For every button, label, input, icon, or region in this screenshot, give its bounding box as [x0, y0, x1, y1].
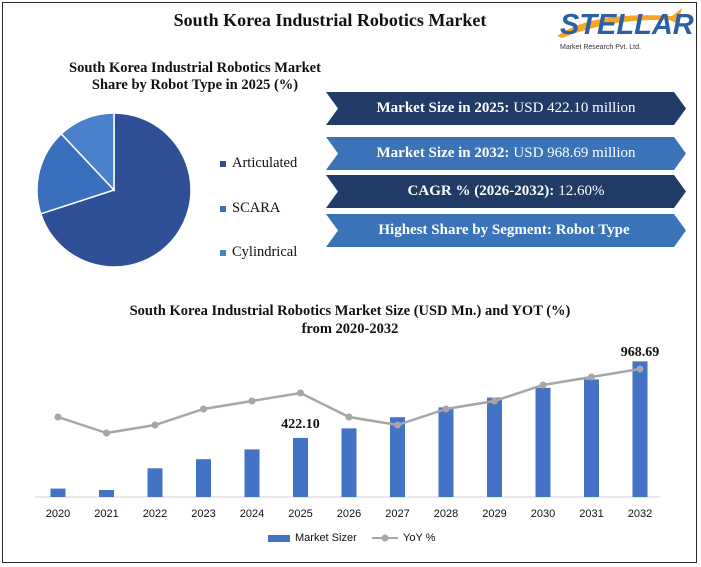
- yoy-point: [636, 365, 644, 373]
- bar-2020: [50, 488, 66, 497]
- pie-legend-swatch: [220, 205, 226, 212]
- page-title: South Korea Industrial Robotics Market: [173, 10, 487, 30]
- pie-legend-label: Articulated: [232, 155, 298, 171]
- x-tick-label: 2025: [288, 508, 312, 520]
- yoy-point: [248, 397, 256, 405]
- bar-2030: [535, 387, 551, 497]
- legend-market-size: Market Sizer: [268, 532, 357, 544]
- callout-2025: 422.10: [281, 417, 320, 432]
- pie-title: South Korea Industrial Robotics Market S…: [69, 60, 321, 93]
- x-tick-label: 2026: [337, 508, 361, 520]
- company-logo: STELLAR Market Research Pvt. Ltd.: [552, 6, 694, 56]
- pie-legend-swatch: [220, 249, 226, 256]
- bar-2024: [244, 449, 260, 497]
- logo-name: STELLAR: [560, 9, 694, 41]
- yoy-point: [588, 373, 595, 381]
- banner-value: 12.60%: [558, 183, 605, 199]
- x-tick-label: 2032: [628, 508, 652, 520]
- bar-2032: [632, 361, 648, 497]
- banner-market-size-2025: Market Size in 2025: USD 422.10 million: [326, 92, 686, 125]
- bar-2028: [438, 407, 454, 497]
- yoy-point: [394, 421, 401, 429]
- legend-yoy: YoY %: [372, 532, 435, 544]
- pie-slice-cylindrical: [60, 112, 115, 192]
- x-tick-label: 2024: [240, 508, 264, 520]
- pie-legend-item: Cylindrical: [220, 244, 297, 261]
- banner-shape: [326, 175, 686, 208]
- banner-shape: [326, 137, 686, 170]
- pie-slice-articulated: [39, 112, 192, 268]
- logo-subtitle: Market Research Pvt. Ltd.: [560, 44, 641, 51]
- banner-market-size-2032: Market Size in 2032: USD 968.69 million: [326, 137, 686, 170]
- banner-shape: [326, 92, 686, 125]
- yoy-point: [539, 381, 547, 389]
- x-tick-label: 2023: [191, 508, 215, 520]
- bar-chart-title-line2: from 2020-2032: [301, 321, 399, 337]
- x-tick-label: 2027: [385, 508, 409, 520]
- yoy-point: [54, 413, 62, 421]
- bar-2022: [147, 468, 163, 497]
- pie-slice-scara: [36, 132, 116, 215]
- yoy-point: [297, 389, 304, 397]
- legend-line-label: YoY %: [403, 532, 436, 544]
- bar-2021: [99, 490, 114, 497]
- legend-bar-swatch: [268, 534, 290, 542]
- legend-bar-label: Market Sizer: [295, 532, 357, 544]
- x-tick-label: 2021: [94, 508, 118, 520]
- bar-2027: [390, 417, 405, 497]
- yoy-point: [103, 429, 110, 437]
- x-tick-label: 2031: [579, 508, 603, 520]
- bar-2026: [341, 428, 357, 497]
- bar-chart-title-line1: South Korea Industrial Robotics Market S…: [129, 303, 571, 319]
- banner-label: CAGR % (2026-2032):: [407, 183, 555, 199]
- x-tick-label: 2020: [46, 508, 70, 520]
- x-tick-label: 2022: [143, 508, 167, 520]
- banner-value: USD 422.10 million: [513, 100, 636, 116]
- banner-label: Market Size in 2032:: [376, 145, 510, 161]
- pie-legend-swatch: [220, 160, 226, 167]
- pie-legend-label: SCARA: [232, 200, 281, 216]
- yoy-point: [345, 413, 353, 421]
- x-tick-label: 2028: [434, 508, 458, 520]
- pie-legend-label: Cylindrical: [232, 244, 298, 260]
- bar-2029: [487, 397, 502, 497]
- pie-legend-item: Articulated: [220, 155, 297, 172]
- yoy-point: [151, 421, 159, 429]
- pie-legend-item: SCARA: [220, 200, 280, 217]
- yoy-point: [442, 405, 450, 413]
- x-tick-label: 2030: [531, 508, 555, 520]
- legend-line-swatch: [372, 534, 398, 542]
- bar-chart-title: South Korea Industrial Robotics Market S…: [60, 302, 640, 338]
- x-tick-label: 2029: [482, 508, 506, 520]
- bar-2025: [293, 437, 308, 497]
- banner-highest-share: Highest Share by Segment: Robot Type: [326, 214, 686, 247]
- banner-cagr: CAGR % (2026-2032): 12.60%: [326, 175, 686, 208]
- banner-shape: [326, 214, 686, 247]
- banner-label: Highest Share by Segment: Robot Type: [378, 222, 630, 238]
- bar-2031: [584, 379, 599, 497]
- callout-2032: 968.69: [621, 345, 660, 360]
- banner-label: Market Size in 2025:: [376, 100, 510, 116]
- banner-value: USD 968.69 million: [513, 145, 636, 161]
- yoy-line: [57, 367, 641, 435]
- bar-2023: [196, 459, 211, 497]
- yoy-point: [200, 405, 207, 413]
- logo-swoosh-icon: [557, 8, 682, 38]
- yoy-point: [491, 397, 498, 405]
